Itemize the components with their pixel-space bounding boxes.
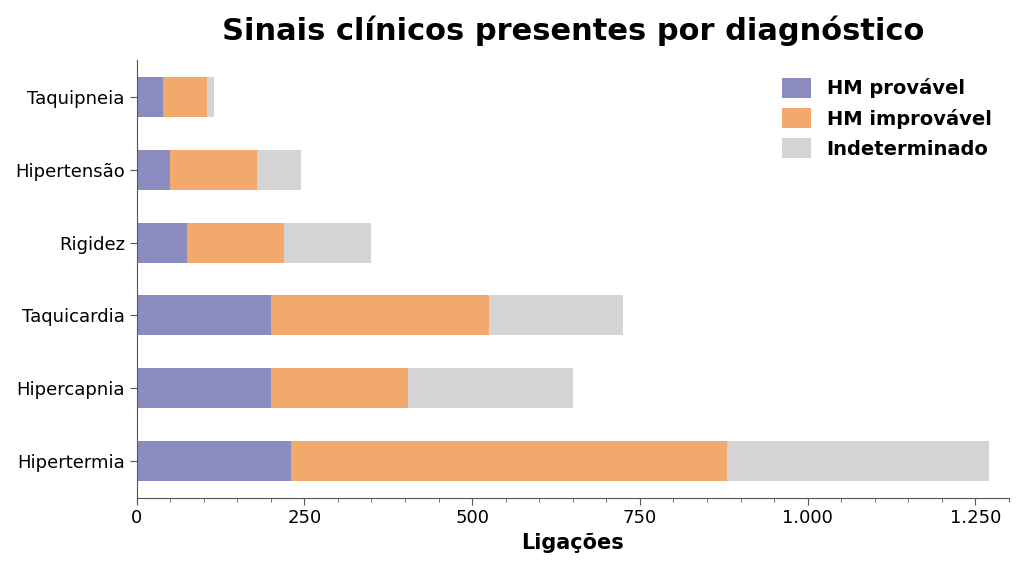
Bar	[207, 77, 214, 117]
Bar	[136, 149, 170, 190]
Bar	[136, 223, 187, 262]
Bar	[136, 77, 164, 117]
Bar	[409, 368, 572, 408]
Bar	[187, 223, 285, 262]
Bar	[285, 223, 372, 262]
Bar	[270, 368, 409, 408]
Bar	[170, 149, 257, 190]
Bar	[136, 441, 291, 481]
Bar	[136, 368, 270, 408]
X-axis label: Ligações: Ligações	[521, 533, 625, 553]
Title: Sinais clínicos presentes por diagnóstico: Sinais clínicos presentes por diagnóstic…	[221, 15, 924, 45]
Bar	[291, 441, 727, 481]
Bar	[136, 295, 270, 336]
Legend: HM provável, HM improvável, Indeterminado: HM provável, HM improvável, Indeterminad…	[774, 70, 999, 166]
Bar	[270, 295, 488, 336]
Bar	[727, 441, 989, 481]
Bar	[257, 149, 301, 190]
Bar	[488, 295, 624, 336]
Bar	[164, 77, 207, 117]
